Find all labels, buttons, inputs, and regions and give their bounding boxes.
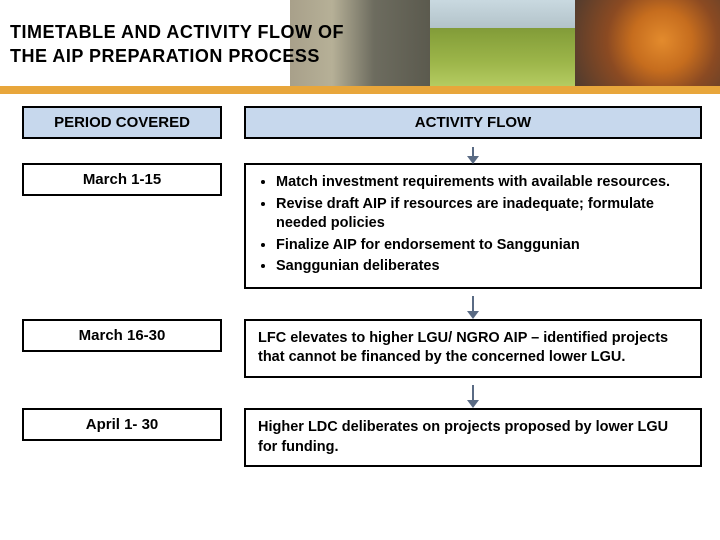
title-line-2: THE AIP PREPARATION PROCESS bbox=[10, 46, 320, 66]
header-row: PERIOD COVERED ACTIVITY FLOW bbox=[22, 106, 702, 139]
period-header: PERIOD COVERED bbox=[22, 106, 222, 139]
activity-box-2: LFC elevates to higher LGU/ NGRO AIP – i… bbox=[244, 319, 702, 378]
period-box-2: March 16-30 bbox=[22, 319, 222, 352]
arrow-row-1 bbox=[22, 289, 702, 319]
flow-row-1: March 1-15 Match investment requirements… bbox=[22, 163, 702, 289]
arrow-down-icon bbox=[472, 385, 474, 401]
slide-title: TIMETABLE AND ACTIVITY FLOW OF THE AIP P… bbox=[10, 20, 344, 69]
header-image-2 bbox=[430, 0, 575, 90]
arrow-down-icon bbox=[472, 147, 474, 157]
activity-list-1: Match investment requirements with avail… bbox=[258, 173, 688, 277]
list-item: Match investment requirements with avail… bbox=[276, 173, 688, 193]
arrow-down-icon bbox=[472, 296, 474, 312]
title-line-1: TIMETABLE AND ACTIVITY FLOW OF bbox=[10, 22, 344, 42]
activity-box-3: Higher LDC deliberates on projects propo… bbox=[244, 408, 702, 467]
period-box-1: March 1-15 bbox=[22, 163, 222, 196]
content-area: PERIOD COVERED ACTIVITY FLOW March 1-15 … bbox=[0, 106, 720, 467]
activity-box-1: Match investment requirements with avail… bbox=[244, 163, 702, 289]
list-item: Sanggunian deliberates bbox=[276, 257, 688, 277]
header-image-3 bbox=[575, 0, 720, 90]
arrow-row-2 bbox=[22, 378, 702, 408]
header-images bbox=[290, 0, 720, 90]
flow-row-2: March 16-30 LFC elevates to higher LGU/ … bbox=[22, 319, 702, 378]
flow-row-3: April 1- 30 Higher LDC deliberates on pr… bbox=[22, 408, 702, 467]
period-box-3: April 1- 30 bbox=[22, 408, 222, 441]
list-item: Finalize AIP for endorsement to Sangguni… bbox=[276, 236, 688, 256]
gold-divider bbox=[0, 86, 720, 94]
arrow-row-0 bbox=[22, 141, 702, 163]
activity-header: ACTIVITY FLOW bbox=[244, 106, 702, 139]
list-item: Revise draft AIP if resources are inadeq… bbox=[276, 195, 688, 234]
